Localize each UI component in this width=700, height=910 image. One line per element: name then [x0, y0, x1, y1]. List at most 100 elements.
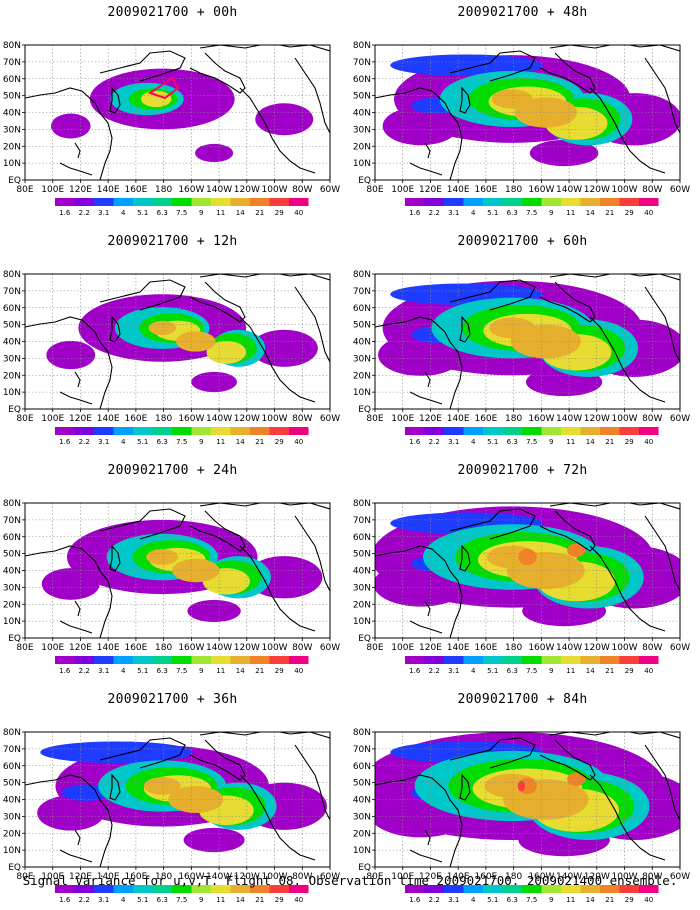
lon-tick-label: 100E	[41, 872, 64, 882]
colorbar-label: 3.1	[98, 896, 109, 904]
lat-tick-label: 60N	[353, 75, 371, 85]
lon-tick-label: 120W	[584, 414, 610, 424]
lon-tick-label: 160W	[178, 414, 204, 424]
colorbar-label: 4	[121, 209, 126, 217]
lat-tick-label: 50N	[353, 321, 371, 331]
colorbar-swatch	[133, 885, 153, 893]
colorbar-label: 14	[586, 667, 595, 675]
colorbar-swatch	[191, 427, 211, 435]
lat-tick-label: 20N	[353, 600, 371, 610]
colorbar-label: 14	[236, 209, 245, 217]
lat-tick-label: 70N	[353, 58, 371, 68]
lon-tick-label: 60W	[670, 872, 690, 882]
lat-tick-label: 10N	[353, 617, 371, 627]
colorbar-swatch	[561, 656, 581, 664]
colorbar-swatch	[191, 885, 211, 893]
colorbar-label: 11	[566, 896, 575, 904]
colorbar-swatch	[600, 198, 620, 206]
lat-tick-label: 10N	[3, 159, 21, 169]
colorbar-swatch	[541, 198, 561, 206]
lat-tick-label: 60N	[3, 533, 21, 543]
colorbar-swatch	[424, 427, 444, 435]
lon-tick-label: 180	[155, 414, 172, 424]
colorbar-swatch	[55, 885, 75, 893]
lon-tick-label: 180	[155, 643, 172, 653]
map-panel: 2009021700 + 60h 80E 100E 120E 140E 160E 180 16…	[350, 232, 695, 452]
colorbar-swatch	[74, 656, 94, 664]
lat-tick-label: 30N	[3, 812, 21, 822]
lon-tick-label: 140W	[556, 185, 582, 195]
colorbar-label: 3.1	[448, 209, 459, 217]
lat-tick-label: 30N	[353, 354, 371, 364]
colorbar-swatch	[600, 656, 620, 664]
colorbar-swatch	[639, 885, 659, 893]
lon-tick-label: 120W	[234, 414, 260, 424]
colorbar-swatch	[444, 198, 464, 206]
lon-tick-label: 140E	[447, 643, 470, 653]
colorbar-swatch	[541, 656, 561, 664]
map-plot: 80E 100E 120E 140E 160E 180 160W 140W 120W 100W 80…	[3, 41, 340, 217]
colorbar-label: 7.5	[526, 209, 537, 217]
lon-tick-label: 80W	[292, 643, 312, 653]
colorbar-label: 21	[255, 209, 264, 217]
lon-tick-label: 80E	[366, 872, 383, 882]
lon-tick-label: 160E	[124, 643, 147, 653]
lon-tick-label: 60W	[670, 414, 690, 424]
lat-tick-label: EQ	[8, 863, 21, 873]
lat-tick-label: 80N	[3, 270, 21, 280]
colorbar-swatch	[619, 198, 639, 206]
colorbar-swatch	[483, 198, 503, 206]
colorbar-swatch	[250, 885, 270, 893]
colorbar-swatch	[522, 198, 542, 206]
lon-tick-label: 100E	[391, 414, 414, 424]
colorbar-label: 5.1	[137, 667, 148, 675]
map-plot: 80E 100E 120E 140E 160E 180 160W 140W 120W 100W 80…	[353, 270, 690, 446]
lat-tick-label: 10N	[353, 388, 371, 398]
lat-tick-label: 30N	[3, 583, 21, 593]
lon-tick-label: 120W	[584, 185, 610, 195]
colorbar-label: 40	[644, 438, 653, 446]
colorbar-label: 7.5	[526, 896, 537, 904]
colorbar-swatch	[172, 427, 192, 435]
colorbar-label: 6.3	[157, 667, 168, 675]
colorbar-swatch	[74, 198, 94, 206]
lat-tick-label: 30N	[3, 354, 21, 364]
lon-tick-label: 140E	[97, 872, 120, 882]
colorbar-label: 1.6	[59, 438, 71, 446]
colorbar-label: 40	[644, 896, 653, 904]
colorbar-label: 11	[566, 438, 575, 446]
colorbar-swatch	[522, 656, 542, 664]
lat-tick-label: 10N	[353, 159, 371, 169]
map-plot: 80E 100E 120E 140E 160E 180 160W 140W 120W 100W 80…	[353, 41, 690, 217]
colorbar-label: 21	[605, 667, 614, 675]
colorbar-label: 6.3	[157, 896, 168, 904]
lat-tick-label: 10N	[3, 617, 21, 627]
colorbar-label: 1.6	[59, 209, 71, 217]
lon-tick-label: 160E	[474, 643, 497, 653]
lon-tick-label: 100W	[262, 872, 288, 882]
colorbar-label: 9	[199, 438, 203, 446]
lon-tick-label: 100W	[612, 185, 638, 195]
colorbar-label: 40	[294, 438, 303, 446]
colorbar-label: 7.5	[176, 667, 187, 675]
colorbar-label: 7.5	[526, 667, 537, 675]
lon-tick-label: 60W	[320, 414, 340, 424]
colorbar-label: 29	[275, 438, 284, 446]
colorbar-swatch	[619, 656, 639, 664]
lat-tick-label: EQ	[358, 405, 371, 415]
colorbar-label: 6.3	[507, 209, 518, 217]
lat-tick-label: 80N	[3, 728, 21, 738]
colorbar-swatch	[269, 656, 289, 664]
panel-title: 2009021700 + 48h	[457, 5, 588, 20]
lon-tick-label: 180	[505, 414, 522, 424]
lon-tick-label: 120E	[419, 185, 442, 195]
colorbar-swatch	[424, 885, 444, 893]
colorbar-label: 4	[471, 896, 476, 904]
lat-tick-label: 80N	[353, 270, 371, 280]
colorbar-label: 40	[644, 209, 653, 217]
colorbar-label: 11	[216, 896, 225, 904]
lat-tick-label: 60N	[353, 533, 371, 543]
colorbar-swatch	[619, 885, 639, 893]
colorbar-label: 4	[121, 438, 126, 446]
lon-tick-label: 120E	[69, 414, 92, 424]
